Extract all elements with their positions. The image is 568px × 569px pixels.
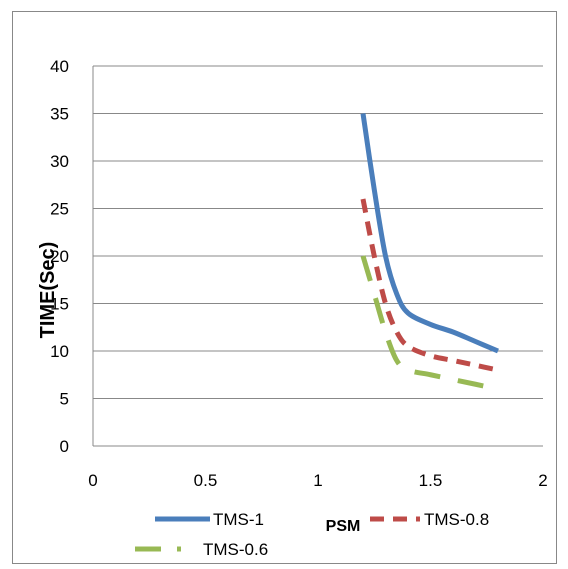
x-tick-label: 0.5 [194, 471, 218, 490]
y-axis-label: TIME(Sec) [37, 242, 59, 339]
tick-labels: 0 5 10 15 20 25 30 35 40 0 0.5 1 1.5 2 [50, 57, 548, 490]
x-tick-label: 0 [88, 471, 97, 490]
x-tick-label: 1 [313, 471, 322, 490]
gridlines [92, 65, 543, 447]
series-line-tms-0-8 [360, 198, 499, 373]
x-axis-label: PSM [326, 518, 361, 535]
legend-label: TMS-0.6 [203, 540, 268, 559]
legend-label: TMS-1 [213, 510, 264, 529]
y-tick-label: 40 [50, 57, 69, 76]
y-tick-label: 5 [60, 390, 69, 409]
x-tick-label: 1.5 [419, 471, 443, 490]
series-line-tms-1 [360, 113, 499, 354]
x-tick-label: 2 [538, 471, 547, 490]
series-lines [360, 113, 499, 392]
y-tick-label: 25 [50, 200, 69, 219]
series-line-tms-0-6 [360, 255, 499, 392]
legend: TMS-1 TMS-0.8 TMS-0.6 [135, 510, 489, 559]
y-tick-label: 0 [60, 437, 69, 456]
y-tick-label: 15 [50, 295, 69, 314]
y-tick-label: 10 [50, 342, 69, 361]
legend-label: TMS-0.8 [424, 510, 489, 529]
chart-border [12, 11, 557, 564]
y-tick-label: 20 [50, 247, 69, 266]
y-tick-label: 35 [50, 105, 69, 124]
y-tick-label: 30 [50, 152, 69, 171]
